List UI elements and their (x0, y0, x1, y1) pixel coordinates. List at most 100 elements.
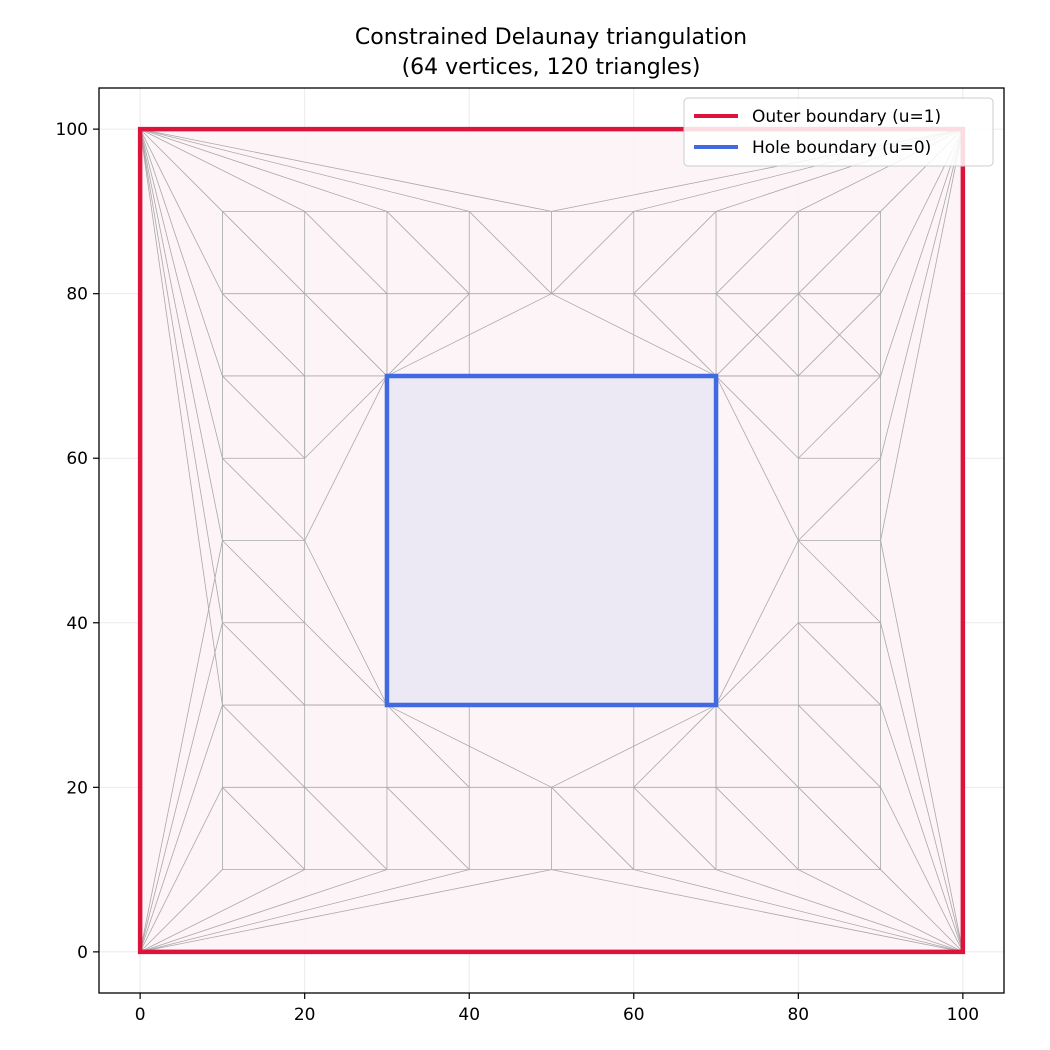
y-tick-label: 60 (66, 449, 88, 469)
mesh-edge (304, 375, 388, 459)
mesh-edge (140, 869, 552, 953)
mesh-edge (551, 869, 963, 953)
mesh-edge (880, 869, 964, 953)
plot-frame (98, 87, 1005, 994)
mesh-edge (140, 869, 388, 953)
mesh-edge (140, 869, 470, 953)
mesh-edge (139, 129, 223, 377)
mesh-edge (304, 787, 388, 870)
mesh-edge (551, 787, 635, 870)
mesh-edge (880, 129, 964, 377)
mesh-edge (798, 704, 881, 788)
y-tick-label: 80 (66, 285, 88, 305)
y-tick-label: 0 (77, 943, 88, 963)
mesh-edge (715, 869, 963, 953)
y-tick-label: 20 (66, 778, 88, 798)
axis-ticks: 0 20 40 60 80 100 0 20 40 60 80 100 (56, 120, 980, 1025)
mesh-edge (222, 293, 305, 377)
mesh-edge (222, 787, 305, 870)
mesh-edge (715, 622, 799, 706)
mesh-edge (139, 704, 223, 952)
chart-subtitle: (64 vertices, 120 triangles) (402, 55, 701, 80)
mesh-edge (386, 293, 470, 377)
mesh-edge (304, 375, 388, 541)
mesh-edge (386, 293, 552, 377)
mesh-edge (798, 540, 881, 624)
mesh-edge (139, 128, 305, 212)
mesh-edge (222, 540, 305, 624)
x-tick-label: 40 (458, 1005, 480, 1025)
mesh-edge (139, 128, 223, 212)
mesh-edge (798, 622, 881, 706)
y-tick-label: 40 (66, 614, 88, 634)
legend-box (683, 97, 994, 167)
mesh-edge (880, 540, 964, 952)
x-tick-label: 100 (947, 1005, 979, 1025)
hole-boundary (384, 373, 719, 708)
mesh-edge (633, 211, 717, 294)
mesh-edge (880, 129, 964, 459)
mesh-edge (633, 869, 963, 953)
mesh-edge (386, 704, 552, 788)
mesh-edge (222, 704, 305, 788)
mesh-edge (139, 622, 223, 952)
mesh-edge (715, 540, 799, 706)
mesh-edge (633, 704, 717, 788)
mesh-edge (139, 540, 223, 952)
legend-label-outer: Outer boundary (u=1) (752, 107, 941, 127)
hole-region-fill (386, 375, 717, 706)
mesh-edge (715, 787, 799, 870)
legend: Outer boundary (u=1) Hole boundary (u=0) (683, 97, 994, 167)
mesh-edge (139, 869, 223, 953)
mesh-edge (304, 293, 388, 377)
mesh-edge (304, 540, 388, 706)
mesh-edge (139, 129, 223, 623)
x-tick-label: 20 (294, 1005, 316, 1025)
mesh-edge (222, 211, 305, 294)
mesh-edge (304, 622, 388, 706)
mesh-edge (139, 129, 223, 459)
mesh-edge (140, 128, 552, 212)
mesh-edge (798, 375, 881, 459)
mesh-edge (386, 211, 470, 294)
x-tick-label: 0 (135, 1005, 146, 1025)
y-tick-label: 100 (56, 120, 88, 140)
mesh-edge (798, 457, 881, 541)
mesh-edge (880, 704, 964, 952)
mesh-edge (798, 787, 881, 870)
x-tick-label: 80 (787, 1005, 809, 1025)
mesh-edge (139, 128, 223, 294)
mesh-edge (386, 787, 470, 870)
mesh-edge (139, 869, 305, 953)
mesh-edge (551, 704, 717, 788)
mesh-edge (715, 293, 799, 377)
mesh-edge (798, 869, 964, 953)
mesh-edge (222, 622, 305, 706)
mesh-edge (222, 375, 305, 459)
mesh-edge (386, 704, 470, 788)
mesh-edges (139, 128, 964, 953)
legend-label-hole: Hole boundary (u=0) (752, 138, 931, 158)
mesh-edge (139, 129, 223, 541)
mesh-edge (468, 211, 552, 294)
mesh-edge (633, 293, 717, 377)
mesh-edge (551, 211, 635, 294)
mesh-edge (880, 787, 964, 953)
mesh-edge (140, 128, 470, 212)
x-tick-label: 60 (623, 1005, 645, 1025)
mesh-edge (715, 375, 799, 541)
mesh-edge (715, 211, 799, 294)
mesh-edge (880, 622, 964, 952)
mesh-edge (633, 787, 717, 870)
chart-title: Constrained Delaunay triangulation (355, 25, 747, 50)
mesh-edge (222, 457, 305, 541)
mesh-edge (551, 293, 717, 377)
mesh-edge (798, 211, 881, 294)
mesh-edge (715, 375, 799, 459)
mesh-edge (880, 129, 964, 541)
mesh-edge (140, 128, 388, 212)
mesh-edge (139, 787, 223, 953)
mesh-edge (304, 211, 388, 294)
mesh-edge (798, 293, 881, 377)
